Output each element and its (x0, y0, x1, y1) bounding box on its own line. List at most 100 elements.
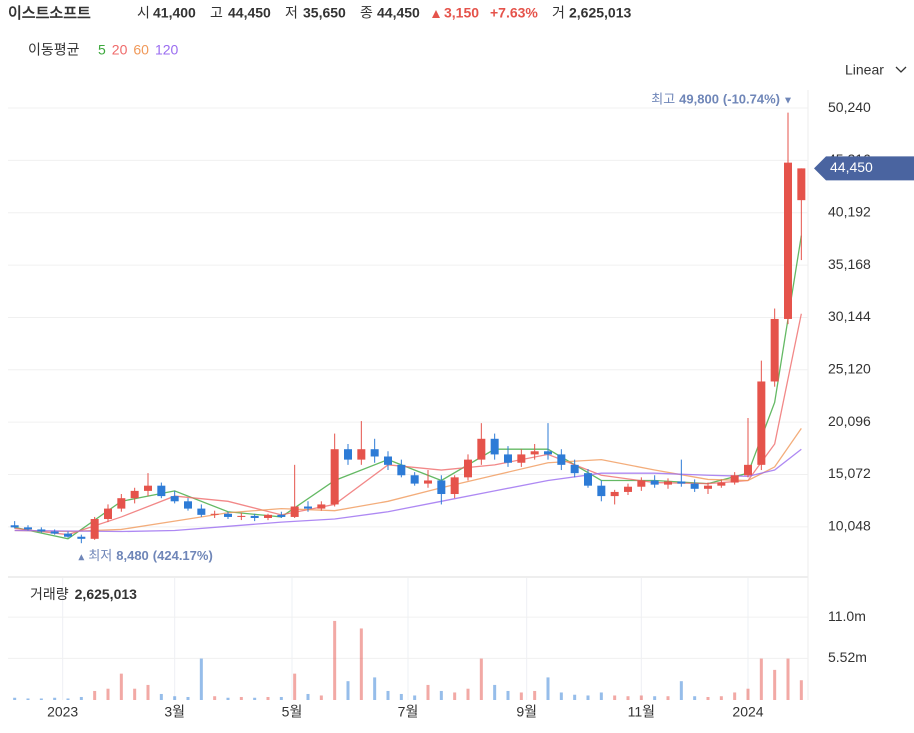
candle-body (104, 508, 112, 520)
volume-bar (439, 690, 443, 700)
y-tick-label: 10,048 (828, 518, 871, 534)
volume-bar (546, 677, 550, 700)
candle-body (10, 525, 19, 528)
volume-bar (133, 688, 137, 700)
close-label: 종 (360, 5, 373, 21)
volume-bar (586, 695, 590, 700)
candle-body (184, 501, 192, 509)
low-note-change: (424.17%) (153, 549, 213, 564)
open-label: 시 (137, 5, 150, 21)
ma-line (14, 427, 802, 533)
candle-body (317, 504, 326, 509)
volume-bar (146, 684, 150, 700)
volume-bar (519, 692, 523, 700)
volume-bar (706, 696, 710, 700)
candle-body (210, 513, 219, 515)
volume-bar (333, 620, 337, 700)
volume-bar (693, 696, 697, 700)
volume-bar (293, 673, 297, 700)
candle-body (730, 475, 739, 483)
candle-body (704, 485, 712, 489)
stock-name: 이스트소프트 (8, 5, 91, 22)
candle-body (384, 456, 392, 465)
volume-bar (573, 694, 577, 700)
candle-body (117, 498, 126, 509)
volume-bar (186, 696, 190, 700)
volume-label: 거 (552, 5, 565, 21)
candle-body (744, 464, 752, 476)
candle-body (357, 449, 366, 460)
candle-body (424, 480, 432, 484)
volume-bar (173, 696, 177, 700)
candle-body (24, 527, 32, 530)
x-tick-label: 11월 (628, 704, 655, 720)
candle-body (144, 485, 152, 491)
y-tick-label: 50,240 (828, 99, 871, 115)
volume-title-label: 거래량 (30, 586, 69, 602)
candle-body (504, 454, 512, 463)
candle-body (64, 533, 72, 537)
candle-body (690, 483, 699, 489)
y-tick-label: 35,168 (828, 256, 871, 272)
volume-bar (266, 696, 270, 700)
candle-body (477, 438, 486, 460)
volume-bar (733, 692, 737, 700)
volume-bar (93, 690, 97, 700)
volume-bar (533, 690, 537, 700)
high-label: 고 (210, 5, 223, 21)
candle-body (224, 513, 232, 517)
volume-bar (719, 696, 723, 700)
volume-bar (159, 693, 163, 700)
low-label: 저 (285, 5, 298, 21)
candle-body (770, 318, 779, 382)
ma-label: 이동평균 (28, 42, 80, 58)
candle-body (784, 162, 792, 319)
candle-body (157, 485, 166, 497)
x-tick-label: 7월 (398, 704, 419, 720)
candle-body (197, 508, 206, 515)
volume-bar (386, 690, 390, 700)
scale-mode[interactable]: Linear (845, 62, 884, 78)
high-note-price: 49,800 (679, 92, 719, 107)
volume-bar (679, 681, 683, 700)
volume-tick-label: 11.0m (828, 608, 866, 624)
volume-bar (559, 692, 563, 700)
change-value: 3,150 (444, 5, 479, 21)
last-price-tag (814, 156, 914, 181)
volume-bar (119, 673, 123, 700)
ma-line (14, 448, 802, 533)
ma-legend-entry: 20 (112, 42, 128, 58)
x-tick-label: 3월 (164, 704, 185, 720)
volume-bar (746, 688, 750, 700)
candle-body (90, 519, 99, 539)
x-tick-label: 2023 (47, 704, 78, 720)
candle-body (277, 514, 286, 517)
volume-bar (399, 693, 403, 700)
candle-body (677, 481, 686, 484)
volume-bar (239, 696, 243, 700)
volume-bar (759, 658, 763, 700)
candle-body (597, 485, 606, 497)
volume-bar (306, 693, 310, 700)
candle-body (557, 454, 566, 465)
candle-body (77, 536, 86, 539)
volume-bar (106, 688, 110, 700)
high-value: 44,450 (228, 5, 271, 21)
volume-bar (39, 698, 43, 700)
candle-body (490, 438, 499, 455)
volume-bar (613, 695, 617, 700)
volume-title-value: 2,625,013 (75, 586, 137, 602)
volume-bar (279, 696, 283, 700)
candle-body (370, 449, 379, 457)
dropdown-icon[interactable] (895, 66, 907, 73)
volume-bar (199, 658, 203, 700)
volume-bar (413, 695, 417, 700)
candle-body (250, 515, 259, 518)
high-note-label: 최고 (651, 92, 675, 107)
candle-body (664, 481, 672, 485)
candle-body (624, 486, 632, 492)
x-tick-label: 2024 (732, 704, 763, 720)
volume-title: 거래량 2,625,013 (30, 586, 137, 602)
candle-body (344, 449, 352, 460)
